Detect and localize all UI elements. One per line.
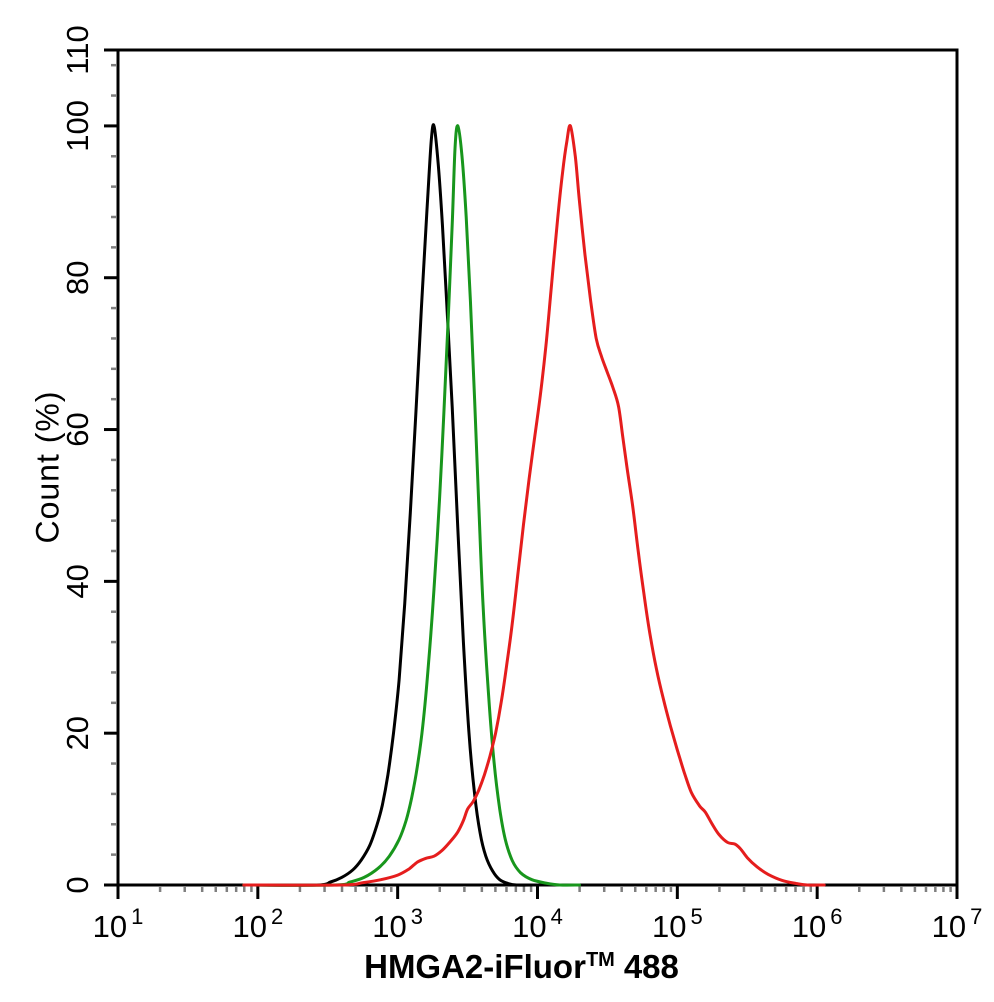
y-axis-title: Count (%) (29, 390, 66, 544)
y-tick-label: 40 (60, 564, 95, 598)
y-tick-label: 80 (60, 260, 95, 294)
x-axis-title-text: HMGA2-iFluor (364, 948, 586, 985)
x-tick-label: 10 7 (932, 904, 983, 944)
x-tick-label: 10 5 (652, 904, 703, 944)
series-green-curve (242, 124, 581, 887)
plot-border (116, 48, 959, 887)
trademark-superscript: TM (585, 949, 615, 971)
x-tick-label: 10 6 (792, 904, 843, 944)
x-tick-label: 10 1 (93, 904, 144, 944)
x-tick-label: 10 3 (372, 904, 423, 944)
series-red-curve (242, 124, 826, 887)
y-tick-label: 100 (60, 100, 95, 152)
x-axis-title-suffix: 488 (623, 948, 679, 985)
x-axis-title: HMGA2-iFluorTM 488 (102, 948, 941, 986)
y-tick-label: 110 (60, 25, 95, 74)
x-tick-label: 10 2 (232, 904, 283, 944)
y-tick-label: 20 (60, 716, 95, 750)
y-tick-label: 0 (60, 876, 95, 893)
y-tick-label: 60 (60, 412, 95, 446)
series-black-curve (242, 123, 539, 887)
x-tick-label: 10 4 (512, 904, 563, 944)
